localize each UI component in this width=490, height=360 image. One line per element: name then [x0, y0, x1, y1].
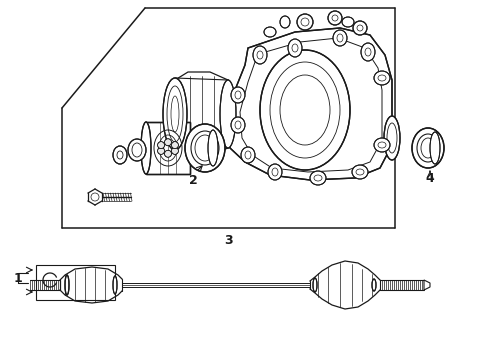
Ellipse shape	[185, 124, 225, 172]
Ellipse shape	[253, 46, 267, 64]
Circle shape	[165, 139, 172, 146]
Ellipse shape	[374, 138, 390, 152]
Circle shape	[172, 147, 178, 154]
Ellipse shape	[113, 276, 117, 294]
Circle shape	[172, 141, 178, 149]
Polygon shape	[146, 122, 190, 174]
Ellipse shape	[128, 139, 146, 161]
Ellipse shape	[313, 278, 317, 292]
Ellipse shape	[241, 147, 255, 163]
Ellipse shape	[333, 30, 347, 46]
Ellipse shape	[65, 275, 69, 295]
Ellipse shape	[220, 80, 236, 148]
Ellipse shape	[280, 16, 290, 28]
Ellipse shape	[208, 130, 218, 166]
Ellipse shape	[231, 117, 245, 133]
Ellipse shape	[412, 128, 444, 168]
Ellipse shape	[352, 165, 368, 179]
Circle shape	[328, 11, 342, 25]
Polygon shape	[424, 280, 430, 290]
Text: 2: 2	[189, 174, 197, 186]
Polygon shape	[175, 72, 228, 155]
Polygon shape	[228, 28, 392, 180]
Text: 4: 4	[426, 171, 434, 184]
Circle shape	[158, 141, 165, 149]
Ellipse shape	[163, 78, 187, 150]
Ellipse shape	[288, 39, 302, 57]
Circle shape	[165, 150, 172, 157]
Ellipse shape	[430, 132, 440, 164]
Ellipse shape	[310, 171, 326, 185]
Ellipse shape	[113, 146, 127, 164]
Circle shape	[297, 14, 313, 30]
Text: 1: 1	[14, 271, 23, 284]
Ellipse shape	[374, 71, 390, 85]
Circle shape	[158, 147, 165, 154]
Text: 3: 3	[224, 234, 232, 247]
Ellipse shape	[231, 87, 245, 103]
Ellipse shape	[342, 17, 354, 27]
Ellipse shape	[384, 116, 400, 160]
Ellipse shape	[361, 43, 375, 61]
Ellipse shape	[264, 27, 276, 37]
Ellipse shape	[141, 122, 151, 174]
Ellipse shape	[260, 50, 350, 170]
Ellipse shape	[372, 279, 376, 291]
Ellipse shape	[268, 164, 282, 180]
Circle shape	[353, 21, 367, 35]
